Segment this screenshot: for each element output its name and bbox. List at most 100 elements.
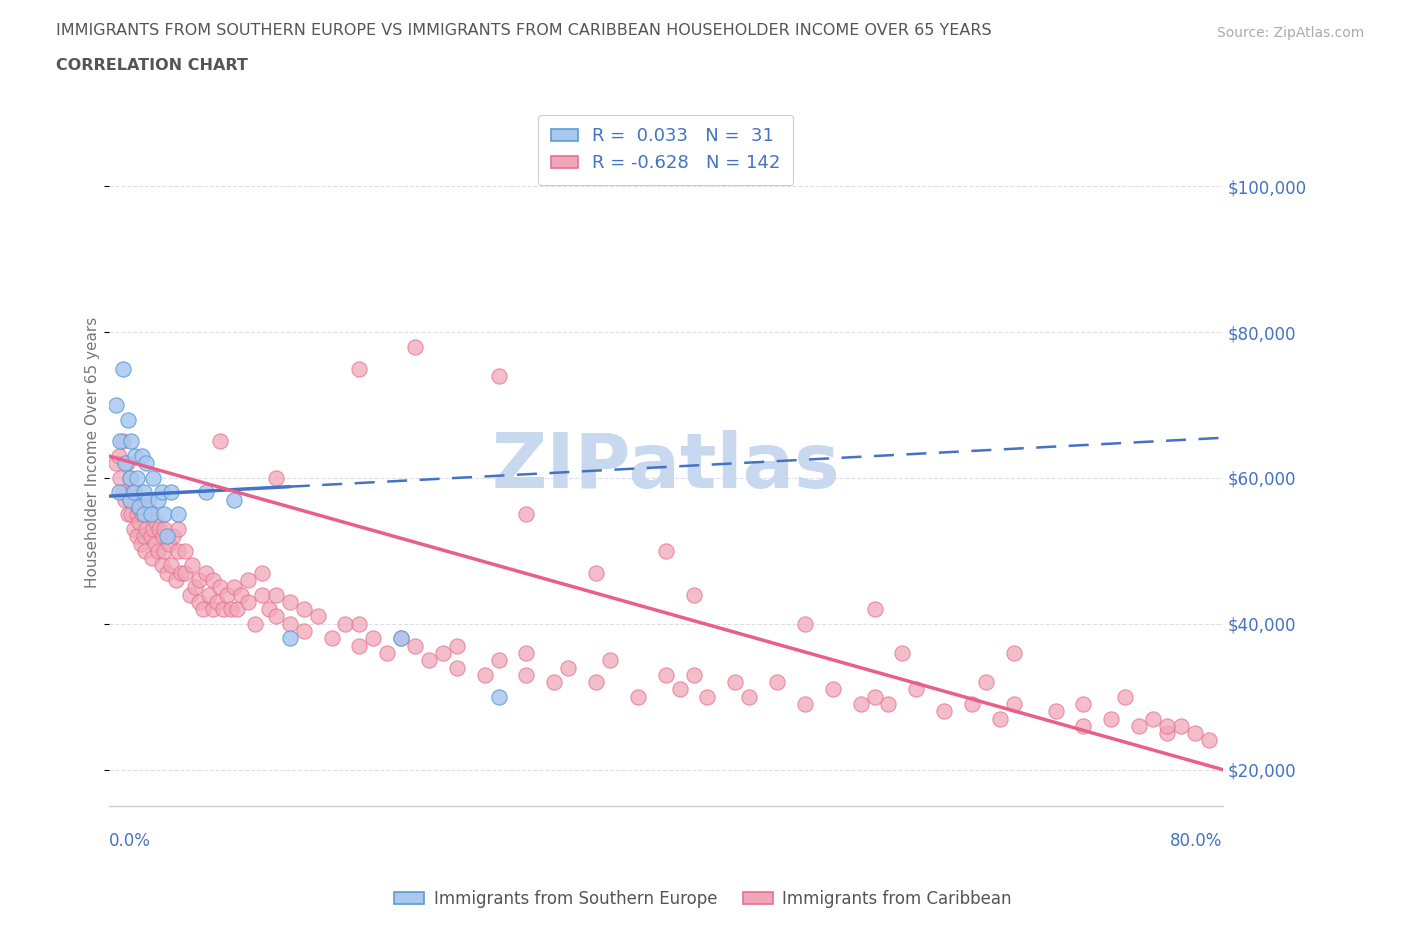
Point bbox=[488, 689, 510, 704]
Point bbox=[515, 668, 537, 683]
Point bbox=[278, 617, 301, 631]
Point bbox=[654, 668, 676, 683]
Point bbox=[682, 587, 704, 602]
Point bbox=[1099, 711, 1122, 726]
Point bbox=[139, 529, 162, 544]
Point bbox=[446, 638, 468, 653]
Point bbox=[363, 631, 385, 645]
Point bbox=[148, 522, 170, 537]
Point bbox=[794, 697, 817, 711]
Point bbox=[107, 448, 129, 463]
Point bbox=[418, 653, 440, 668]
Point bbox=[160, 485, 183, 500]
Point bbox=[104, 456, 127, 471]
Point bbox=[136, 492, 159, 507]
Point bbox=[1184, 725, 1206, 740]
Point bbox=[278, 631, 301, 645]
Point bbox=[120, 507, 142, 522]
Point bbox=[849, 697, 872, 711]
Point bbox=[1002, 697, 1025, 711]
Point bbox=[170, 565, 193, 580]
Point bbox=[217, 587, 239, 602]
Point bbox=[153, 543, 176, 558]
Point bbox=[145, 514, 167, 529]
Point bbox=[146, 543, 169, 558]
Point bbox=[111, 434, 134, 449]
Point bbox=[515, 507, 537, 522]
Y-axis label: Householder Income Over 65 years: Householder Income Over 65 years bbox=[86, 317, 100, 588]
Point bbox=[142, 471, 165, 485]
Point bbox=[321, 631, 343, 645]
Point bbox=[132, 485, 155, 500]
Point bbox=[988, 711, 1011, 726]
Point bbox=[209, 434, 232, 449]
Point bbox=[221, 602, 243, 617]
Point bbox=[118, 492, 141, 507]
Point bbox=[167, 507, 190, 522]
Point bbox=[724, 674, 747, 689]
Point bbox=[118, 471, 141, 485]
Point bbox=[181, 558, 204, 573]
Point bbox=[198, 587, 221, 602]
Point bbox=[243, 617, 266, 631]
Point bbox=[236, 594, 259, 609]
Point bbox=[292, 602, 315, 617]
Point bbox=[153, 507, 176, 522]
Point bbox=[278, 594, 301, 609]
Point bbox=[128, 499, 150, 514]
Point bbox=[108, 434, 131, 449]
Point bbox=[446, 660, 468, 675]
Text: 0.0%: 0.0% bbox=[108, 831, 150, 850]
Point bbox=[118, 471, 141, 485]
Point bbox=[125, 507, 148, 522]
Point bbox=[264, 587, 287, 602]
Point bbox=[1114, 689, 1136, 704]
Point bbox=[225, 602, 247, 617]
Point bbox=[766, 674, 789, 689]
Point bbox=[682, 668, 704, 683]
Point bbox=[114, 456, 136, 471]
Point bbox=[250, 587, 273, 602]
Point bbox=[117, 412, 139, 427]
Point bbox=[738, 689, 761, 704]
Point bbox=[488, 653, 510, 668]
Point bbox=[129, 536, 152, 551]
Point bbox=[515, 645, 537, 660]
Point bbox=[404, 638, 426, 653]
Point bbox=[157, 536, 180, 551]
Point bbox=[131, 448, 153, 463]
Point bbox=[124, 448, 146, 463]
Point bbox=[202, 573, 225, 588]
Point bbox=[207, 594, 229, 609]
Point bbox=[585, 674, 607, 689]
Point bbox=[125, 529, 148, 544]
Point bbox=[212, 602, 235, 617]
Point bbox=[1073, 718, 1095, 733]
Point bbox=[188, 573, 211, 588]
Point bbox=[160, 558, 183, 573]
Point bbox=[150, 558, 173, 573]
Point bbox=[794, 617, 817, 631]
Point bbox=[141, 551, 163, 565]
Point bbox=[142, 522, 165, 537]
Point bbox=[135, 522, 157, 537]
Point bbox=[349, 638, 371, 653]
Point bbox=[122, 522, 145, 537]
Point bbox=[104, 397, 127, 412]
Point bbox=[250, 565, 273, 580]
Point bbox=[118, 492, 141, 507]
Point bbox=[121, 485, 143, 500]
Point bbox=[1170, 718, 1192, 733]
Point bbox=[264, 471, 287, 485]
Point bbox=[132, 529, 155, 544]
Point bbox=[111, 485, 134, 500]
Point bbox=[696, 689, 718, 704]
Point bbox=[167, 543, 190, 558]
Point bbox=[174, 565, 197, 580]
Point bbox=[111, 361, 134, 376]
Point bbox=[1045, 704, 1067, 719]
Point bbox=[960, 697, 983, 711]
Point bbox=[193, 602, 215, 617]
Point bbox=[389, 631, 412, 645]
Text: IMMIGRANTS FROM SOUTHERN EUROPE VS IMMIGRANTS FROM CARIBBEAN HOUSEHOLDER INCOME : IMMIGRANTS FROM SOUTHERN EUROPE VS IMMIG… bbox=[56, 23, 991, 38]
